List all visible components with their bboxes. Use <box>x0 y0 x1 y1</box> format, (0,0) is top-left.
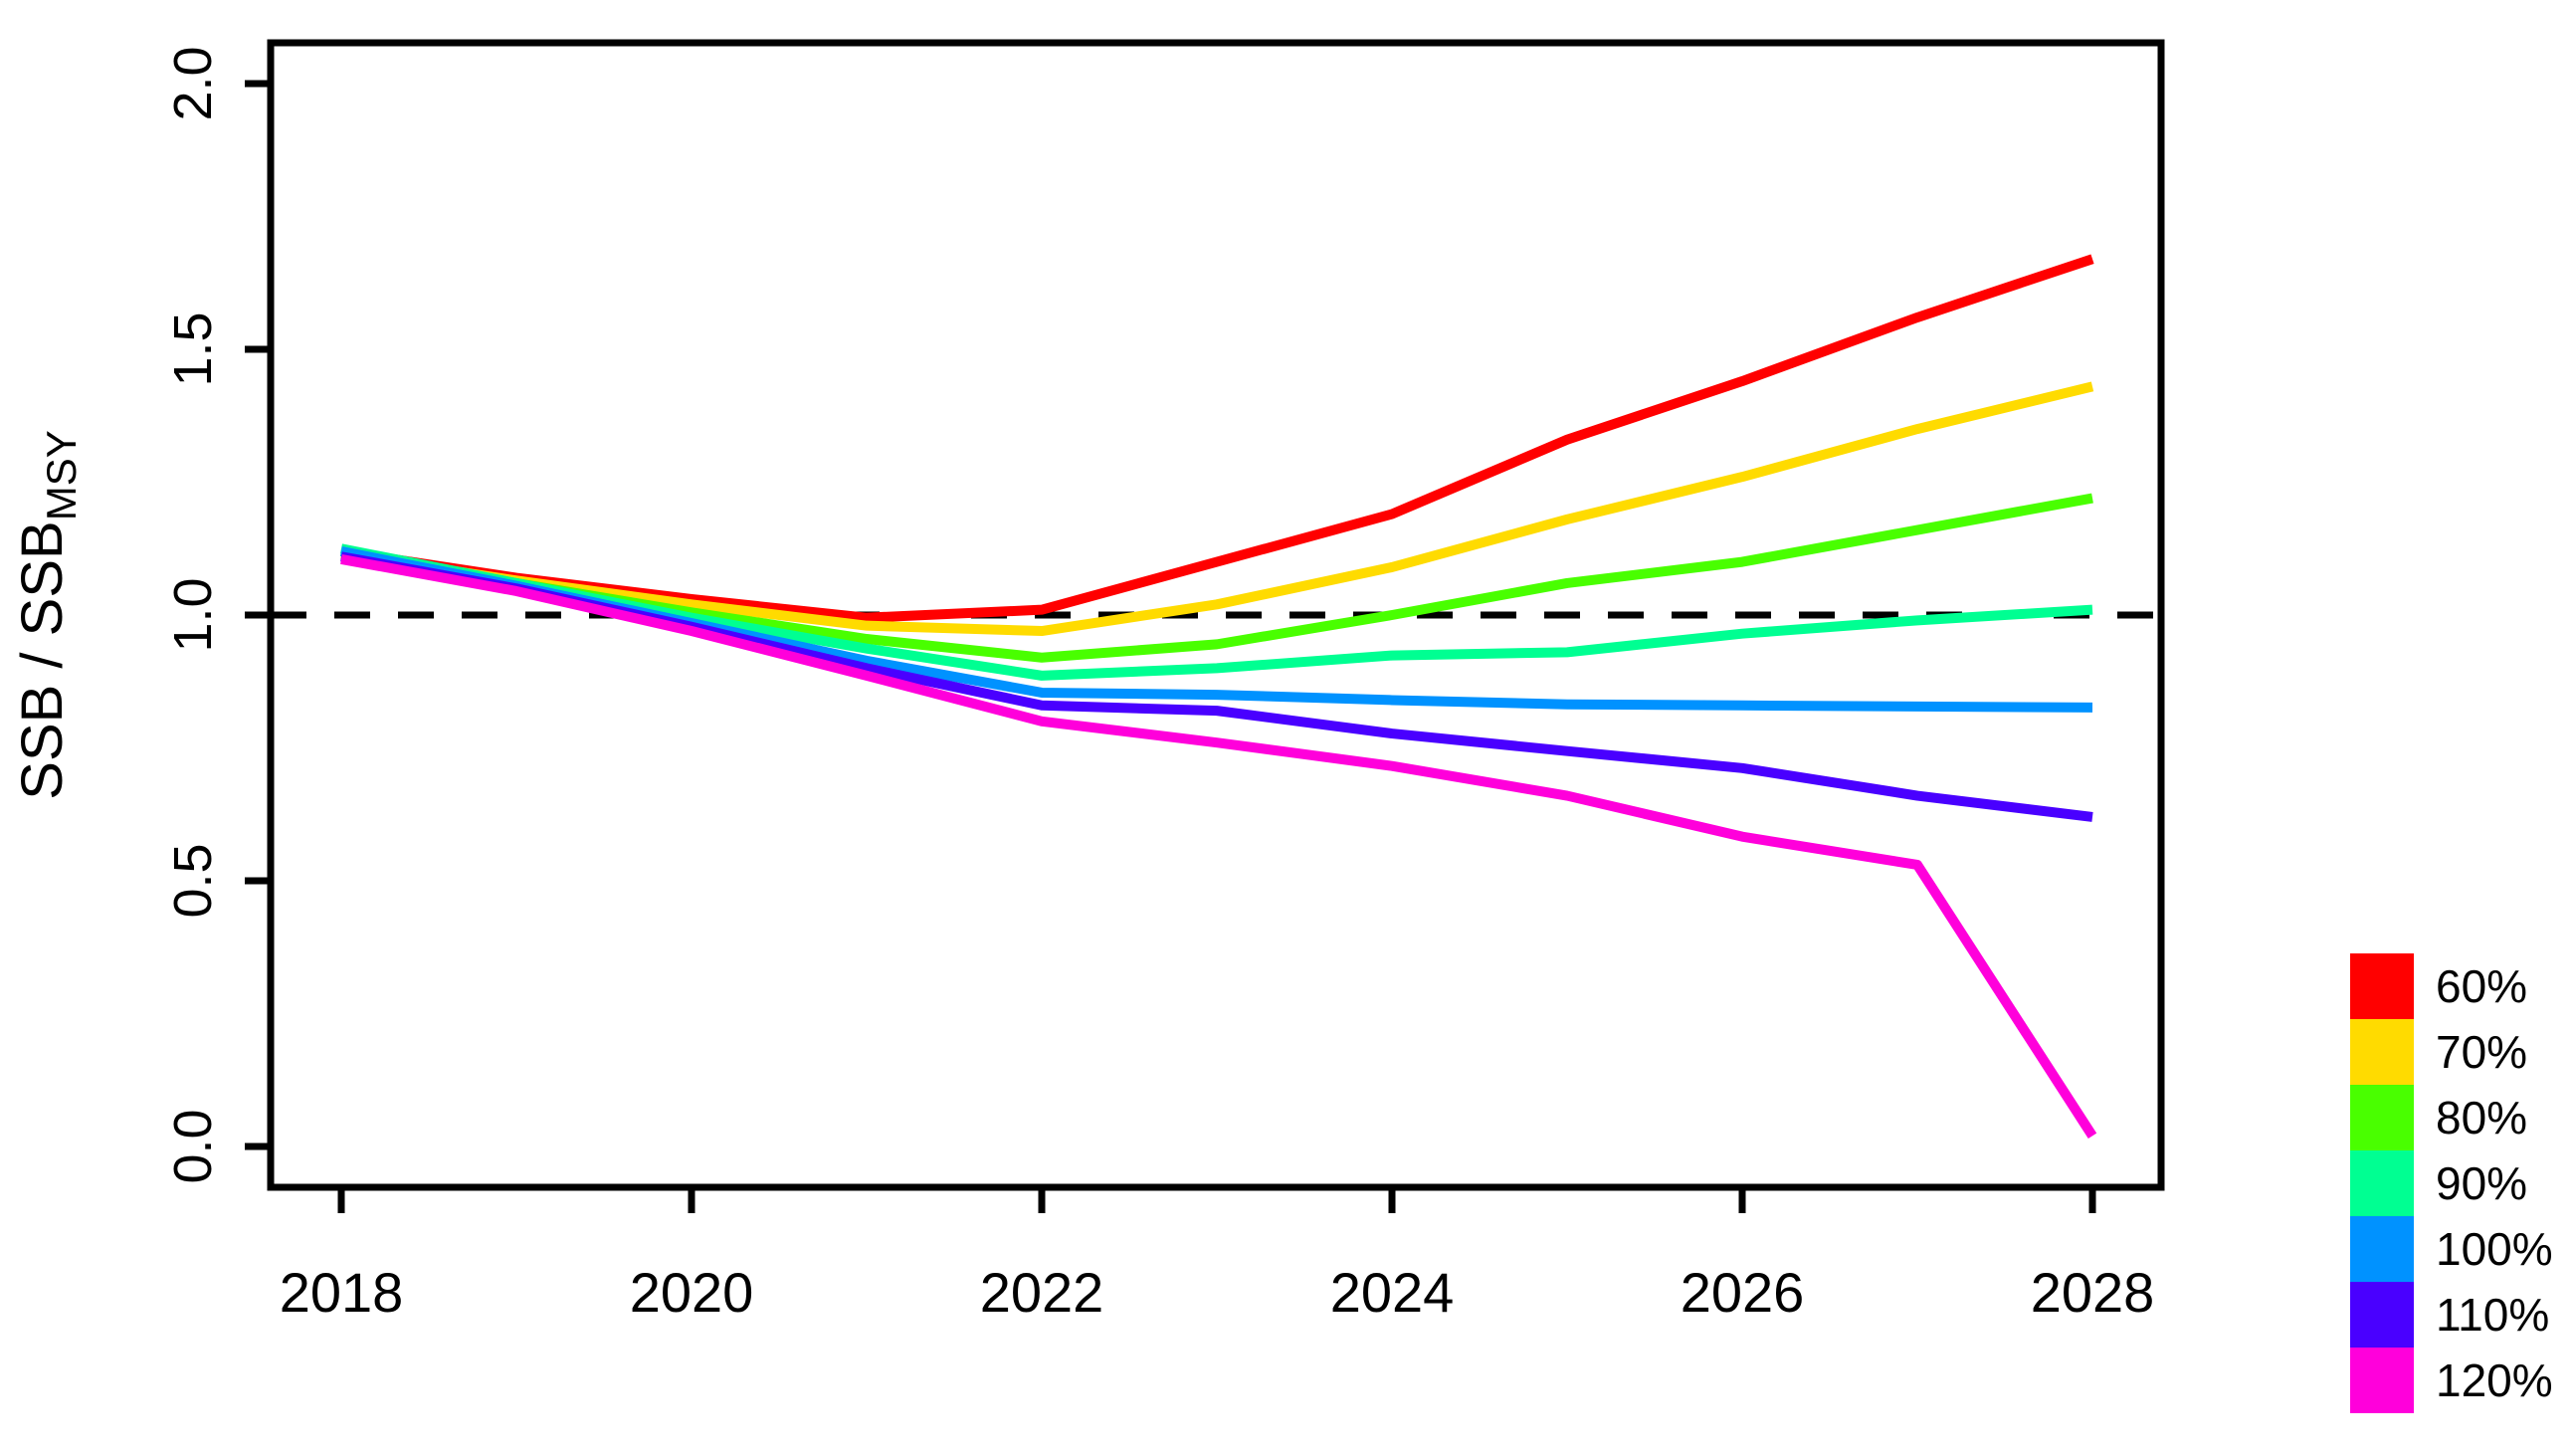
y-tick-label-2.0: 2.0 <box>163 46 223 120</box>
legend-swatch-110% <box>2350 1282 2414 1348</box>
legend-label-100%: 100% <box>2436 1223 2553 1275</box>
legend-label-110%: 110% <box>2436 1289 2549 1341</box>
legend-label-120%: 120% <box>2436 1354 2553 1406</box>
legend-label-80%: 80% <box>2436 1092 2527 1144</box>
x-tick-label-2022: 2022 <box>980 1261 1104 1324</box>
series-line-60% <box>340 254 2094 623</box>
legend-label-60%: 60% <box>2436 960 2527 1012</box>
legend-swatch-120% <box>2350 1348 2414 1413</box>
x-tick-label-2020: 2020 <box>630 1261 754 1324</box>
series-line-70% <box>340 381 2094 637</box>
y-tick-label-0.0: 0.0 <box>163 1109 223 1183</box>
series-line-80% <box>340 493 2093 663</box>
x-tick-label-2028: 2028 <box>2031 1261 2155 1324</box>
y-tick-label-1.0: 1.0 <box>163 577 223 652</box>
legend-label-70%: 70% <box>2436 1026 2527 1078</box>
y-tick-label-1.5: 1.5 <box>163 312 223 386</box>
legend-swatch-60% <box>2350 953 2414 1019</box>
legend-swatch-70% <box>2350 1019 2414 1085</box>
legend-label-90%: 90% <box>2436 1157 2527 1209</box>
x-tick-label-2024: 2024 <box>1330 1261 1455 1324</box>
series-line-120% <box>340 554 2097 1140</box>
legend-swatch-100% <box>2350 1216 2414 1282</box>
y-axis-title: SSB / SSBMSY <box>10 430 85 799</box>
legend-swatch-80% <box>2350 1085 2414 1150</box>
y-tick-label-0.5: 0.5 <box>163 843 223 918</box>
legend-swatch-90% <box>2350 1150 2414 1216</box>
x-tick-label-2026: 2026 <box>1681 1261 1805 1324</box>
x-tick-label-2018: 2018 <box>280 1261 404 1324</box>
